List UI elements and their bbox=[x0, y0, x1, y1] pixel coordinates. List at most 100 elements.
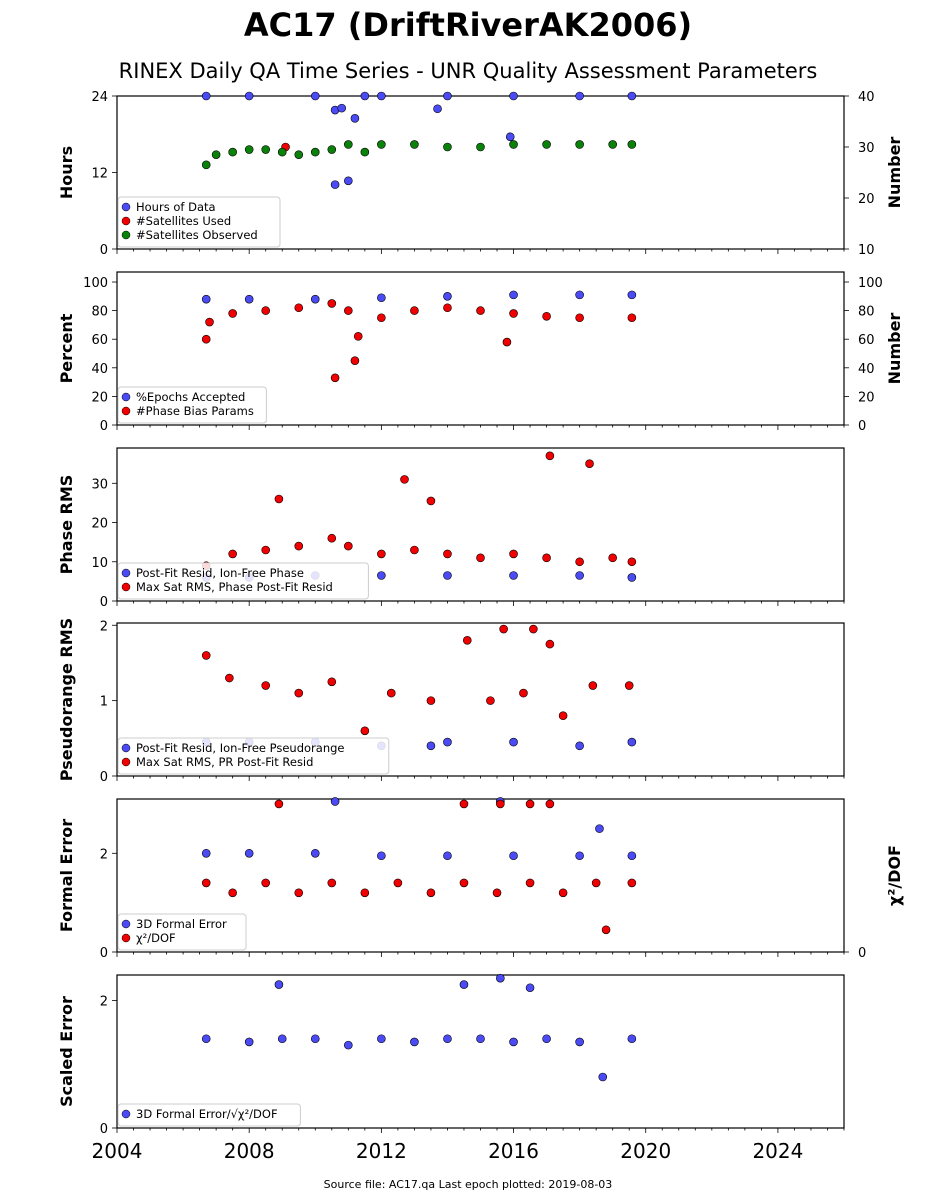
data-point bbox=[350, 356, 360, 365]
data-point bbox=[294, 688, 304, 698]
x-tick-label: 2020 bbox=[620, 1139, 671, 1163]
y-tick-label: 60 bbox=[91, 333, 108, 348]
data-point bbox=[310, 294, 320, 304]
y-tick-label: 20 bbox=[91, 390, 108, 405]
data-point bbox=[627, 1034, 637, 1044]
data-point bbox=[542, 140, 551, 149]
data-point bbox=[205, 317, 214, 327]
data-point bbox=[274, 799, 284, 809]
data-point bbox=[558, 888, 568, 898]
legend-label: #Satellites Observed bbox=[136, 228, 258, 242]
y-right-tick-label: 100 bbox=[858, 276, 883, 291]
y-right-tick-label: 80 bbox=[858, 305, 875, 320]
data-point bbox=[476, 306, 485, 315]
data-point bbox=[228, 888, 237, 898]
data-point bbox=[624, 681, 634, 690]
data-point bbox=[509, 851, 518, 861]
data-point bbox=[443, 292, 452, 301]
data-point bbox=[426, 696, 436, 705]
x-tick-label: 2012 bbox=[356, 1139, 407, 1163]
data-point bbox=[211, 150, 221, 159]
y-right-tick-label: 20 bbox=[858, 192, 875, 207]
data-point bbox=[244, 1037, 254, 1047]
data-point bbox=[627, 737, 637, 747]
data-point bbox=[545, 451, 555, 461]
data-point bbox=[360, 888, 370, 898]
y-axis-label: Percent bbox=[57, 313, 76, 383]
data-point bbox=[459, 980, 469, 989]
data-point bbox=[509, 737, 518, 747]
data-point bbox=[462, 636, 472, 645]
series-blue bbox=[201, 797, 637, 861]
legend-label: Hours of Data bbox=[136, 200, 216, 214]
data-point bbox=[294, 303, 304, 313]
data-point bbox=[575, 290, 584, 300]
data-point bbox=[294, 541, 304, 551]
data-point bbox=[486, 696, 495, 705]
data-point bbox=[244, 145, 254, 154]
data-point bbox=[327, 299, 337, 308]
chart-panel-6: 0 2 Scaled Error 3D Formal Error/√χ²/DOF bbox=[57, 973, 845, 1137]
data-point bbox=[492, 888, 502, 898]
legend-label: %Epochs Accepted bbox=[136, 390, 245, 404]
data-point bbox=[476, 1034, 485, 1044]
x-tick-label: 2016 bbox=[488, 1139, 539, 1163]
series-blue bbox=[201, 973, 637, 1082]
data-point bbox=[509, 571, 518, 580]
y-tick-label: 0 bbox=[100, 595, 108, 610]
data-point bbox=[608, 553, 617, 563]
data-point bbox=[529, 624, 538, 634]
data-point bbox=[575, 1037, 584, 1047]
data-point bbox=[627, 851, 637, 861]
data-point bbox=[310, 1034, 320, 1044]
data-point bbox=[588, 681, 598, 690]
series-red bbox=[201, 299, 637, 383]
data-point bbox=[201, 1034, 211, 1044]
y-tick-label: 0 bbox=[100, 419, 108, 434]
data-point bbox=[443, 1034, 452, 1044]
figure-title: AC17 (DriftRiverAK2006) bbox=[244, 6, 692, 44]
data-point bbox=[294, 888, 304, 898]
data-point bbox=[459, 799, 469, 809]
y-right-tick-label: 40 bbox=[858, 362, 875, 377]
data-point bbox=[344, 1040, 353, 1050]
data-point bbox=[294, 150, 304, 159]
legend-marker bbox=[121, 919, 131, 929]
data-point bbox=[443, 571, 452, 580]
series-blue bbox=[201, 290, 637, 304]
legend-box bbox=[117, 562, 369, 600]
y-right-axis-label: Number bbox=[885, 137, 904, 209]
data-point bbox=[350, 114, 360, 123]
y-axis-label: Phase RMS bbox=[57, 475, 76, 575]
data-point bbox=[505, 132, 515, 142]
data-point bbox=[608, 140, 617, 149]
y-axis-label: Scaled Error bbox=[57, 996, 76, 1107]
data-point bbox=[499, 624, 508, 634]
legend-marker bbox=[121, 582, 131, 592]
legend: Hours of Data#Satellites Used#Satellites… bbox=[117, 196, 281, 248]
series-green bbox=[201, 140, 637, 170]
data-point bbox=[525, 983, 535, 993]
legend-marker bbox=[121, 757, 131, 767]
y-tick-label: 24 bbox=[91, 90, 108, 105]
data-point bbox=[509, 309, 518, 318]
data-point bbox=[433, 104, 442, 114]
y-right-tick-label: 40 bbox=[858, 90, 875, 105]
data-point bbox=[330, 797, 340, 806]
data-point bbox=[377, 313, 386, 323]
data-point bbox=[261, 145, 271, 154]
data-point bbox=[443, 142, 452, 152]
chart-panel-3: 0 10 20 30 Phase RMS Post-Fit Resid, Ion-Free… bbox=[57, 447, 845, 610]
data-point bbox=[426, 741, 436, 751]
data-point bbox=[525, 878, 535, 888]
data-point bbox=[330, 180, 340, 189]
legend-marker bbox=[121, 406, 131, 416]
legend: %Epochs Accepted#Phase Bias Params bbox=[117, 386, 267, 424]
legend-marker bbox=[121, 216, 131, 226]
data-point bbox=[377, 91, 386, 101]
data-point bbox=[575, 571, 584, 580]
y-tick-label: 0 bbox=[100, 946, 108, 961]
data-point bbox=[519, 688, 528, 698]
data-point bbox=[244, 848, 254, 858]
